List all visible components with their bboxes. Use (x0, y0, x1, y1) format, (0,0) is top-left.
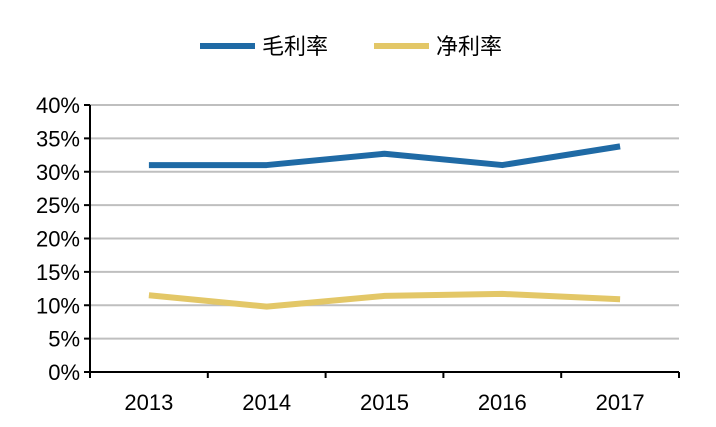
legend-label: 毛利率 (262, 35, 328, 60)
gridlines (90, 104, 679, 340)
y-tick-label: 20% (36, 227, 80, 252)
axes: 0% 5% 10% 15% 20% 25% 30% 35% 40% 2013 2014 2015 201… (36, 93, 680, 415)
y-tick-label: 10% (36, 293, 80, 318)
x-tick-label: 2017 (596, 390, 645, 415)
legend: 毛利率 净利率 (200, 35, 502, 60)
x-tick-label: 2014 (242, 390, 291, 415)
y-tick-label: 0% (48, 360, 80, 385)
series-line-0 (148, 143, 621, 169)
y-tick-label: 5% (48, 327, 80, 352)
y-tick-label: 15% (36, 260, 80, 285)
legend-label: 净利率 (436, 35, 502, 60)
y-tick-label: 25% (36, 193, 80, 218)
x-tick-label: 2015 (360, 390, 409, 415)
x-tick-label: 2016 (478, 390, 527, 415)
y-tick-label: 40% (36, 93, 80, 118)
x-tick-label: 2013 (124, 390, 173, 415)
y-tick-label: 30% (36, 160, 80, 185)
y-tick-label: 35% (36, 126, 80, 151)
series-lines (148, 143, 621, 310)
